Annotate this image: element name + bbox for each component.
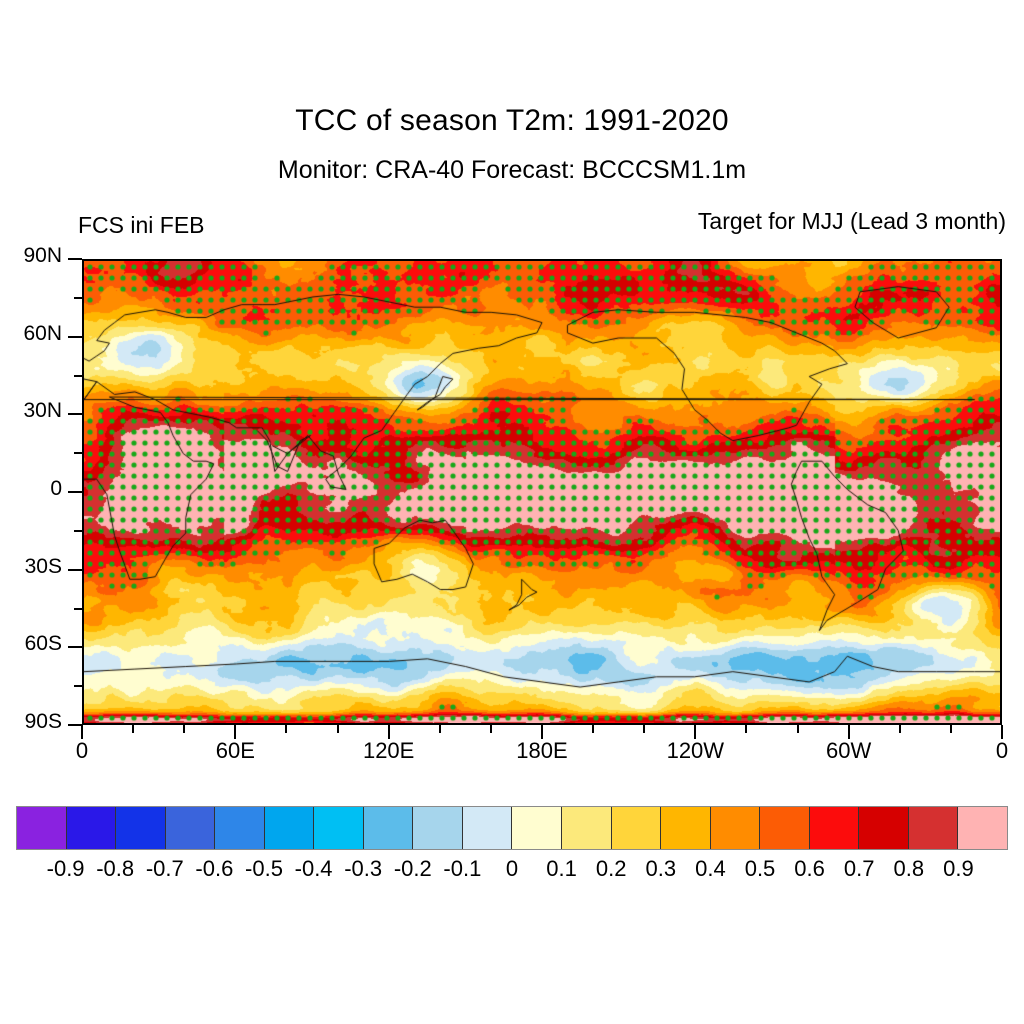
- colorbar-cell: [116, 807, 166, 849]
- target-lead-label: Target for MJJ (Lead 3 month): [697, 208, 1006, 234]
- x-tick: [81, 725, 83, 739]
- y-axis-label: 30S: [24, 554, 62, 578]
- colorbar-tick-label: -0.7: [145, 856, 184, 881]
- y-tick: [74, 452, 82, 455]
- y-axis-label: 60N: [23, 321, 62, 345]
- colorbar: [16, 806, 1008, 850]
- colorbar-cell: [661, 807, 711, 849]
- y-tick: [74, 296, 82, 299]
- y-axis-label: 90N: [23, 244, 62, 267]
- map-plot-area: [82, 259, 1002, 725]
- x-tick: [847, 725, 850, 739]
- x-tick: [694, 725, 697, 739]
- colorbar-tick-label: -0.2: [393, 856, 432, 881]
- colorbar-cell: [809, 807, 860, 849]
- colorbar-cell: [562, 807, 612, 849]
- y-tick: [74, 529, 82, 532]
- y-axis-label: 30N: [23, 399, 62, 423]
- y-tick: [68, 646, 82, 649]
- colorbar-tick-label: 0.9: [943, 856, 974, 881]
- x-axis-label: 120W: [666, 738, 725, 763]
- y-axis-label: 0: [50, 477, 62, 500]
- colorbar-tick-label: 0.4: [695, 856, 726, 881]
- x-axis-label: 60W: [826, 738, 872, 763]
- colorbar-cell: [958, 807, 1007, 849]
- x-axis-label: 0: [75, 738, 89, 763]
- colorbar-cell: [462, 807, 513, 849]
- forecast-init-label: FCS ini FEB: [78, 212, 205, 238]
- x-tick: [183, 725, 186, 733]
- colorbar-tick-label: -0.5: [245, 856, 283, 881]
- y-tick: [68, 335, 82, 338]
- colorbar-cell: [710, 807, 761, 849]
- colorbar-tick-label: 0.3: [645, 856, 677, 881]
- colorbar-cell: [413, 807, 463, 849]
- page-title: TCC of season T2m: 1991-2020: [295, 104, 729, 137]
- x-tick: [336, 725, 339, 733]
- colorbar-tick-label: 0.7: [843, 856, 875, 881]
- x-tick: [438, 725, 441, 733]
- colorbar-tick-label: -0.8: [96, 856, 135, 881]
- colorbar-cell: [66, 807, 117, 849]
- y-tick: [74, 685, 82, 688]
- x-tick: [1001, 725, 1003, 739]
- x-axis-label: 60E: [215, 738, 255, 763]
- colorbar-tick-label: -0.1: [443, 856, 482, 881]
- colorbar-cell: [314, 807, 364, 849]
- x-tick: [796, 725, 799, 733]
- x-tick: [285, 725, 288, 733]
- colorbar-tick-label: 0.1: [546, 856, 577, 881]
- y-axis-label: 60S: [24, 632, 62, 656]
- y-tick: [74, 374, 82, 377]
- colorbar-cell: [611, 807, 662, 849]
- colorbar-cell: [859, 807, 909, 849]
- x-tick: [234, 725, 237, 739]
- y-axis-label: 90S: [24, 710, 62, 733]
- correlation-heatmap: [84, 261, 1000, 723]
- colorbar-tick-label: -0.9: [46, 856, 85, 881]
- colorbar-tick-label: 0.6: [794, 856, 825, 881]
- x-tick: [949, 725, 952, 733]
- colorbar-cell: [512, 807, 563, 849]
- y-tick: [68, 724, 82, 726]
- colorbar-tick-label: -0.6: [195, 856, 234, 881]
- colorbar-tick-label: -0.3: [344, 856, 383, 881]
- x-tick: [387, 725, 390, 739]
- colorbar-tick-label: -0.4: [294, 856, 333, 881]
- y-tick: [68, 568, 82, 571]
- colorbar-cell: [908, 807, 959, 849]
- colorbar-cell: [363, 807, 414, 849]
- x-tick: [643, 725, 646, 733]
- colorbar-cell: [165, 807, 216, 849]
- colorbar-tick-label: 0.8: [893, 856, 925, 881]
- x-tick: [541, 725, 543, 739]
- x-tick: [592, 725, 595, 733]
- colorbar-tick-label: 0.5: [744, 856, 776, 881]
- x-axis-label: 0: [995, 738, 1009, 763]
- y-tick: [68, 491, 82, 493]
- x-tick: [489, 725, 492, 733]
- y-tick: [74, 607, 82, 610]
- x-axis-label: 180E: [516, 738, 568, 763]
- x-tick: [132, 725, 135, 733]
- colorbar-cell: [215, 807, 265, 849]
- x-tick: [745, 725, 748, 733]
- y-tick: [68, 413, 82, 416]
- y-tick: [68, 258, 82, 260]
- colorbar-tick-label: 0: [505, 856, 519, 881]
- colorbar-cell: [760, 807, 810, 849]
- colorbar-cell: [17, 807, 67, 849]
- colorbar-cell: [264, 807, 315, 849]
- x-axis-label: 120E: [362, 738, 415, 763]
- colorbar-tick-label: 0.2: [595, 856, 627, 881]
- subtitle: Monitor: CRA-40 Forecast: BCCCSM1.1m: [277, 156, 747, 184]
- x-tick: [898, 725, 901, 733]
